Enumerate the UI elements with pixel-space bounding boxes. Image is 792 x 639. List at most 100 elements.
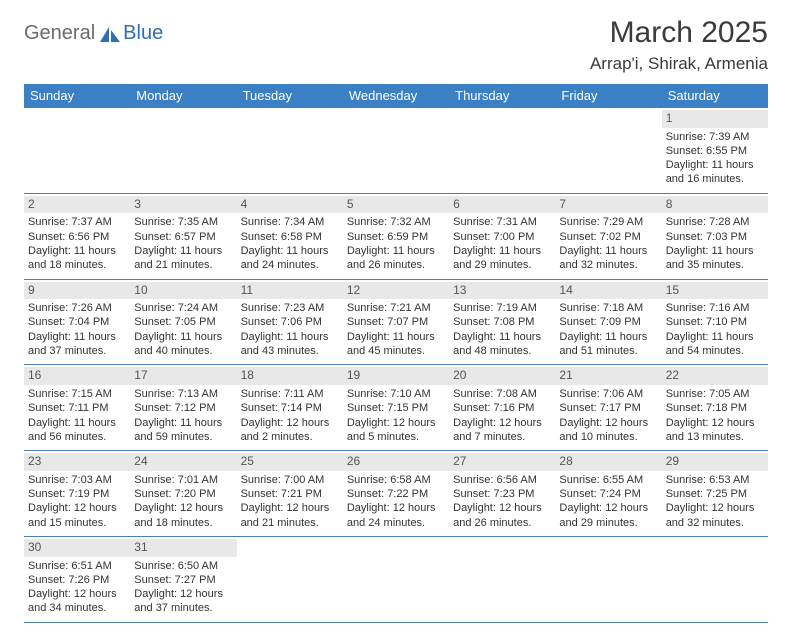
calendar-cell: 26Sunrise: 6:58 AMSunset: 7:22 PMDayligh…	[343, 451, 449, 537]
sunset-line: Sunset: 7:09 PM	[559, 315, 657, 329]
sunrise-line: Sunrise: 6:55 AM	[559, 473, 657, 487]
sunrise-line: Sunrise: 7:21 AM	[347, 301, 445, 315]
calendar-cell	[343, 108, 449, 194]
day-number: 12	[343, 282, 449, 300]
day-header: Wednesday	[343, 84, 449, 108]
sunrise-line: Sunrise: 7:32 AM	[347, 215, 445, 229]
calendar-cell	[449, 536, 555, 622]
daylight-line: and 13 minutes.	[666, 430, 764, 444]
daylight-line: Daylight: 12 hours	[347, 416, 445, 430]
sunset-line: Sunset: 7:08 PM	[453, 315, 551, 329]
daylight-line: and 29 minutes.	[453, 258, 551, 272]
day-number: 22	[662, 367, 768, 385]
day-number: 27	[449, 453, 555, 471]
day-number: 5	[343, 196, 449, 214]
daylight-line: Daylight: 11 hours	[28, 244, 126, 258]
day-number: 23	[24, 453, 130, 471]
calendar-cell: 8Sunrise: 7:28 AMSunset: 7:03 PMDaylight…	[662, 193, 768, 279]
daylight-line: and 29 minutes.	[559, 516, 657, 530]
day-number: 9	[24, 282, 130, 300]
logo-text-blue: Blue	[123, 22, 163, 45]
calendar-cell: 2Sunrise: 7:37 AMSunset: 6:56 PMDaylight…	[24, 193, 130, 279]
sunrise-line: Sunrise: 7:24 AM	[134, 301, 232, 315]
sunrise-line: Sunrise: 7:31 AM	[453, 215, 551, 229]
sunset-line: Sunset: 7:18 PM	[666, 401, 764, 415]
day-number: 16	[24, 367, 130, 385]
sunrise-line: Sunrise: 7:08 AM	[453, 387, 551, 401]
daylight-line: and 54 minutes.	[666, 344, 764, 358]
daylight-line: and 26 minutes.	[347, 258, 445, 272]
daylight-line: and 26 minutes.	[453, 516, 551, 530]
sunset-line: Sunset: 6:55 PM	[666, 144, 764, 158]
day-header: Sunday	[24, 84, 130, 108]
daylight-line: Daylight: 11 hours	[241, 244, 339, 258]
daylight-line: Daylight: 12 hours	[347, 501, 445, 515]
sunrise-line: Sunrise: 6:51 AM	[28, 559, 126, 573]
sunset-line: Sunset: 7:23 PM	[453, 487, 551, 501]
daylight-line: Daylight: 11 hours	[666, 158, 764, 172]
sunset-line: Sunset: 6:58 PM	[241, 230, 339, 244]
sunset-line: Sunset: 7:26 PM	[28, 573, 126, 587]
day-number: 11	[237, 282, 343, 300]
calendar-cell: 30Sunrise: 6:51 AMSunset: 7:26 PMDayligh…	[24, 536, 130, 622]
daylight-line: Daylight: 12 hours	[453, 416, 551, 430]
day-number: 25	[237, 453, 343, 471]
daylight-line: Daylight: 11 hours	[453, 330, 551, 344]
daylight-line: and 24 minutes.	[347, 516, 445, 530]
daylight-line: Daylight: 12 hours	[134, 501, 232, 515]
sunrise-line: Sunrise: 7:34 AM	[241, 215, 339, 229]
sunrise-line: Sunrise: 7:01 AM	[134, 473, 232, 487]
calendar-cell: 4Sunrise: 7:34 AMSunset: 6:58 PMDaylight…	[237, 193, 343, 279]
sunset-line: Sunset: 7:00 PM	[453, 230, 551, 244]
day-header: Friday	[555, 84, 661, 108]
sail-icon	[99, 25, 121, 43]
daylight-line: Daylight: 12 hours	[453, 501, 551, 515]
calendar-cell	[662, 536, 768, 622]
daylight-line: and 37 minutes.	[28, 344, 126, 358]
day-header: Tuesday	[237, 84, 343, 108]
daylight-line: Daylight: 11 hours	[559, 244, 657, 258]
title-block: March 2025 Arrap'i, Shirak, Armenia	[590, 16, 768, 74]
daylight-line: and 32 minutes.	[559, 258, 657, 272]
calendar-cell	[343, 536, 449, 622]
day-number: 13	[449, 282, 555, 300]
day-number: 20	[449, 367, 555, 385]
title-location: Arrap'i, Shirak, Armenia	[590, 54, 768, 74]
day-number: 21	[555, 367, 661, 385]
sunset-line: Sunset: 7:11 PM	[28, 401, 126, 415]
day-number: 17	[130, 367, 236, 385]
sunset-line: Sunset: 7:06 PM	[241, 315, 339, 329]
daylight-line: and 43 minutes.	[241, 344, 339, 358]
sunset-line: Sunset: 7:15 PM	[347, 401, 445, 415]
daylight-line: Daylight: 12 hours	[241, 501, 339, 515]
calendar-cell: 11Sunrise: 7:23 AMSunset: 7:06 PMDayligh…	[237, 279, 343, 365]
page-header: General Blue March 2025 Arrap'i, Shirak,…	[24, 16, 768, 74]
daylight-line: and 15 minutes.	[28, 516, 126, 530]
daylight-line: Daylight: 11 hours	[134, 244, 232, 258]
calendar-cell: 1Sunrise: 7:39 AMSunset: 6:55 PMDaylight…	[662, 108, 768, 194]
sunrise-line: Sunrise: 7:15 AM	[28, 387, 126, 401]
calendar-cell: 7Sunrise: 7:29 AMSunset: 7:02 PMDaylight…	[555, 193, 661, 279]
daylight-line: Daylight: 12 hours	[559, 416, 657, 430]
day-number: 8	[662, 196, 768, 214]
daylight-line: Daylight: 11 hours	[28, 416, 126, 430]
sunrise-line: Sunrise: 7:11 AM	[241, 387, 339, 401]
sunrise-line: Sunrise: 7:28 AM	[666, 215, 764, 229]
sunrise-line: Sunrise: 7:19 AM	[453, 301, 551, 315]
sunrise-line: Sunrise: 7:26 AM	[28, 301, 126, 315]
daylight-line: and 45 minutes.	[347, 344, 445, 358]
daylight-line: and 10 minutes.	[559, 430, 657, 444]
calendar-cell: 5Sunrise: 7:32 AMSunset: 6:59 PMDaylight…	[343, 193, 449, 279]
calendar-cell	[449, 108, 555, 194]
day-header: Monday	[130, 84, 236, 108]
calendar-cell: 19Sunrise: 7:10 AMSunset: 7:15 PMDayligh…	[343, 365, 449, 451]
daylight-line: Daylight: 11 hours	[559, 330, 657, 344]
calendar-cell: 16 Sunrise: 7:15 AMSunset: 7:11 PMDayligh…	[24, 365, 130, 451]
daylight-line: Daylight: 12 hours	[134, 587, 232, 601]
sunrise-line: Sunrise: 6:53 AM	[666, 473, 764, 487]
calendar-cell: 29Sunrise: 6:53 AMSunset: 7:25 PMDayligh…	[662, 451, 768, 537]
daylight-line: and 32 minutes.	[666, 516, 764, 530]
daylight-line: and 48 minutes.	[453, 344, 551, 358]
calendar-cell: 20Sunrise: 7:08 AMSunset: 7:16 PMDayligh…	[449, 365, 555, 451]
day-number: 29	[662, 453, 768, 471]
